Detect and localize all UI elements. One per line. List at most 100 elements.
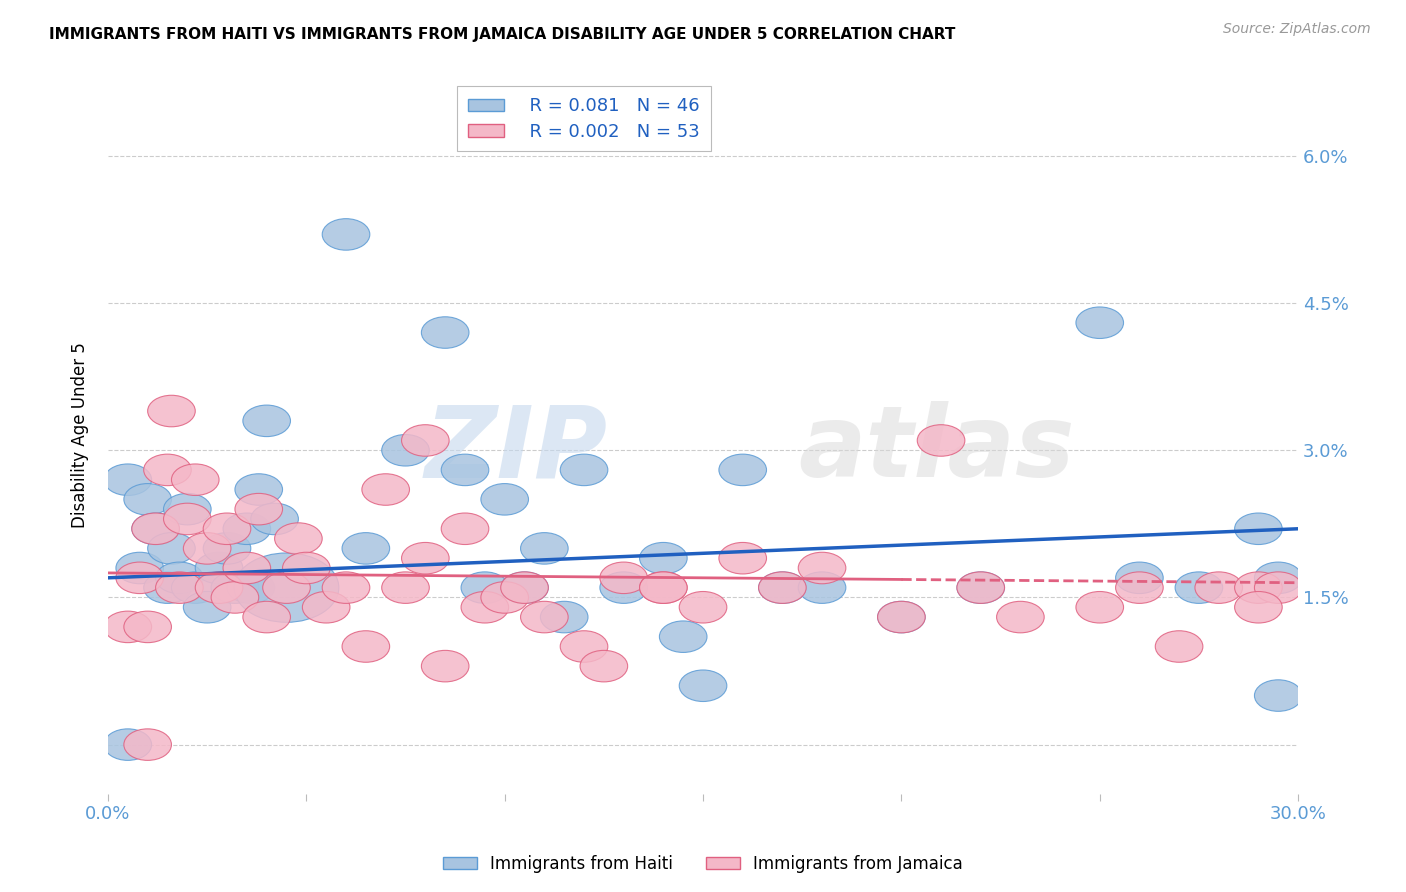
- Ellipse shape: [481, 483, 529, 515]
- Text: IMMIGRANTS FROM HAITI VS IMMIGRANTS FROM JAMAICA DISABILITY AGE UNDER 5 CORRELAT: IMMIGRANTS FROM HAITI VS IMMIGRANTS FROM…: [49, 27, 956, 42]
- Text: Source: ZipAtlas.com: Source: ZipAtlas.com: [1223, 22, 1371, 37]
- Ellipse shape: [1254, 572, 1302, 603]
- Ellipse shape: [143, 454, 191, 485]
- Ellipse shape: [640, 572, 688, 603]
- Ellipse shape: [402, 425, 449, 456]
- Ellipse shape: [381, 434, 429, 466]
- Ellipse shape: [1175, 572, 1223, 603]
- Ellipse shape: [520, 533, 568, 564]
- Ellipse shape: [183, 533, 231, 564]
- Ellipse shape: [759, 572, 806, 603]
- Ellipse shape: [143, 572, 191, 603]
- Ellipse shape: [148, 533, 195, 564]
- Ellipse shape: [759, 572, 806, 603]
- Ellipse shape: [1195, 572, 1243, 603]
- Ellipse shape: [560, 631, 607, 662]
- Ellipse shape: [263, 572, 311, 603]
- Ellipse shape: [148, 395, 195, 426]
- Ellipse shape: [322, 219, 370, 250]
- Ellipse shape: [501, 572, 548, 603]
- Ellipse shape: [235, 553, 339, 623]
- Legend:   R = 0.081   N = 46,   R = 0.002   N = 53: R = 0.081 N = 46, R = 0.002 N = 53: [457, 87, 711, 152]
- Ellipse shape: [1115, 572, 1163, 603]
- Ellipse shape: [302, 591, 350, 623]
- Ellipse shape: [342, 631, 389, 662]
- Ellipse shape: [581, 650, 627, 681]
- Ellipse shape: [1076, 307, 1123, 338]
- Ellipse shape: [342, 533, 389, 564]
- Ellipse shape: [679, 591, 727, 623]
- Text: ZIP: ZIP: [425, 401, 607, 499]
- Ellipse shape: [104, 464, 152, 495]
- Ellipse shape: [957, 572, 1004, 603]
- Ellipse shape: [679, 670, 727, 701]
- Ellipse shape: [163, 503, 211, 534]
- Ellipse shape: [461, 572, 509, 603]
- Ellipse shape: [501, 572, 548, 603]
- Ellipse shape: [422, 650, 470, 681]
- Ellipse shape: [877, 601, 925, 632]
- Ellipse shape: [226, 572, 274, 603]
- Ellipse shape: [195, 552, 243, 583]
- Ellipse shape: [461, 591, 509, 623]
- Ellipse shape: [283, 552, 330, 583]
- Ellipse shape: [124, 611, 172, 642]
- Ellipse shape: [659, 621, 707, 652]
- Ellipse shape: [917, 425, 965, 456]
- Ellipse shape: [1076, 591, 1123, 623]
- Ellipse shape: [381, 572, 429, 603]
- Legend: Immigrants from Haiti, Immigrants from Jamaica: Immigrants from Haiti, Immigrants from J…: [437, 848, 969, 880]
- Ellipse shape: [718, 542, 766, 574]
- Ellipse shape: [1156, 631, 1204, 662]
- Ellipse shape: [1254, 680, 1302, 711]
- Ellipse shape: [235, 474, 283, 505]
- Ellipse shape: [640, 572, 688, 603]
- Ellipse shape: [243, 601, 291, 632]
- Ellipse shape: [957, 572, 1004, 603]
- Text: atlas: atlas: [799, 401, 1074, 499]
- Ellipse shape: [402, 542, 449, 574]
- Ellipse shape: [997, 601, 1045, 632]
- Ellipse shape: [250, 503, 298, 534]
- Ellipse shape: [799, 572, 846, 603]
- Ellipse shape: [204, 533, 250, 564]
- Ellipse shape: [104, 611, 152, 642]
- Ellipse shape: [540, 601, 588, 632]
- Ellipse shape: [156, 572, 204, 603]
- Ellipse shape: [1254, 562, 1302, 593]
- Ellipse shape: [235, 493, 283, 524]
- Ellipse shape: [124, 483, 172, 515]
- Ellipse shape: [600, 562, 648, 593]
- Ellipse shape: [115, 552, 163, 583]
- Ellipse shape: [481, 582, 529, 613]
- Ellipse shape: [718, 454, 766, 485]
- Ellipse shape: [115, 562, 163, 593]
- Ellipse shape: [640, 542, 688, 574]
- Ellipse shape: [1234, 572, 1282, 603]
- Ellipse shape: [877, 601, 925, 632]
- Ellipse shape: [132, 513, 180, 544]
- Ellipse shape: [204, 513, 250, 544]
- Ellipse shape: [156, 562, 204, 593]
- Ellipse shape: [243, 405, 291, 436]
- Ellipse shape: [172, 464, 219, 495]
- Ellipse shape: [224, 552, 270, 583]
- Ellipse shape: [361, 474, 409, 505]
- Ellipse shape: [104, 729, 152, 760]
- Ellipse shape: [132, 513, 180, 544]
- Ellipse shape: [441, 513, 489, 544]
- Ellipse shape: [183, 591, 231, 623]
- Ellipse shape: [1234, 591, 1282, 623]
- Ellipse shape: [211, 582, 259, 613]
- Ellipse shape: [124, 729, 172, 760]
- Ellipse shape: [799, 552, 846, 583]
- Ellipse shape: [560, 454, 607, 485]
- Ellipse shape: [1115, 562, 1163, 593]
- Ellipse shape: [422, 317, 470, 348]
- Ellipse shape: [1234, 513, 1282, 544]
- Ellipse shape: [211, 572, 259, 603]
- Y-axis label: Disability Age Under 5: Disability Age Under 5: [72, 343, 89, 528]
- Ellipse shape: [163, 493, 211, 524]
- Ellipse shape: [322, 572, 370, 603]
- Ellipse shape: [172, 572, 219, 603]
